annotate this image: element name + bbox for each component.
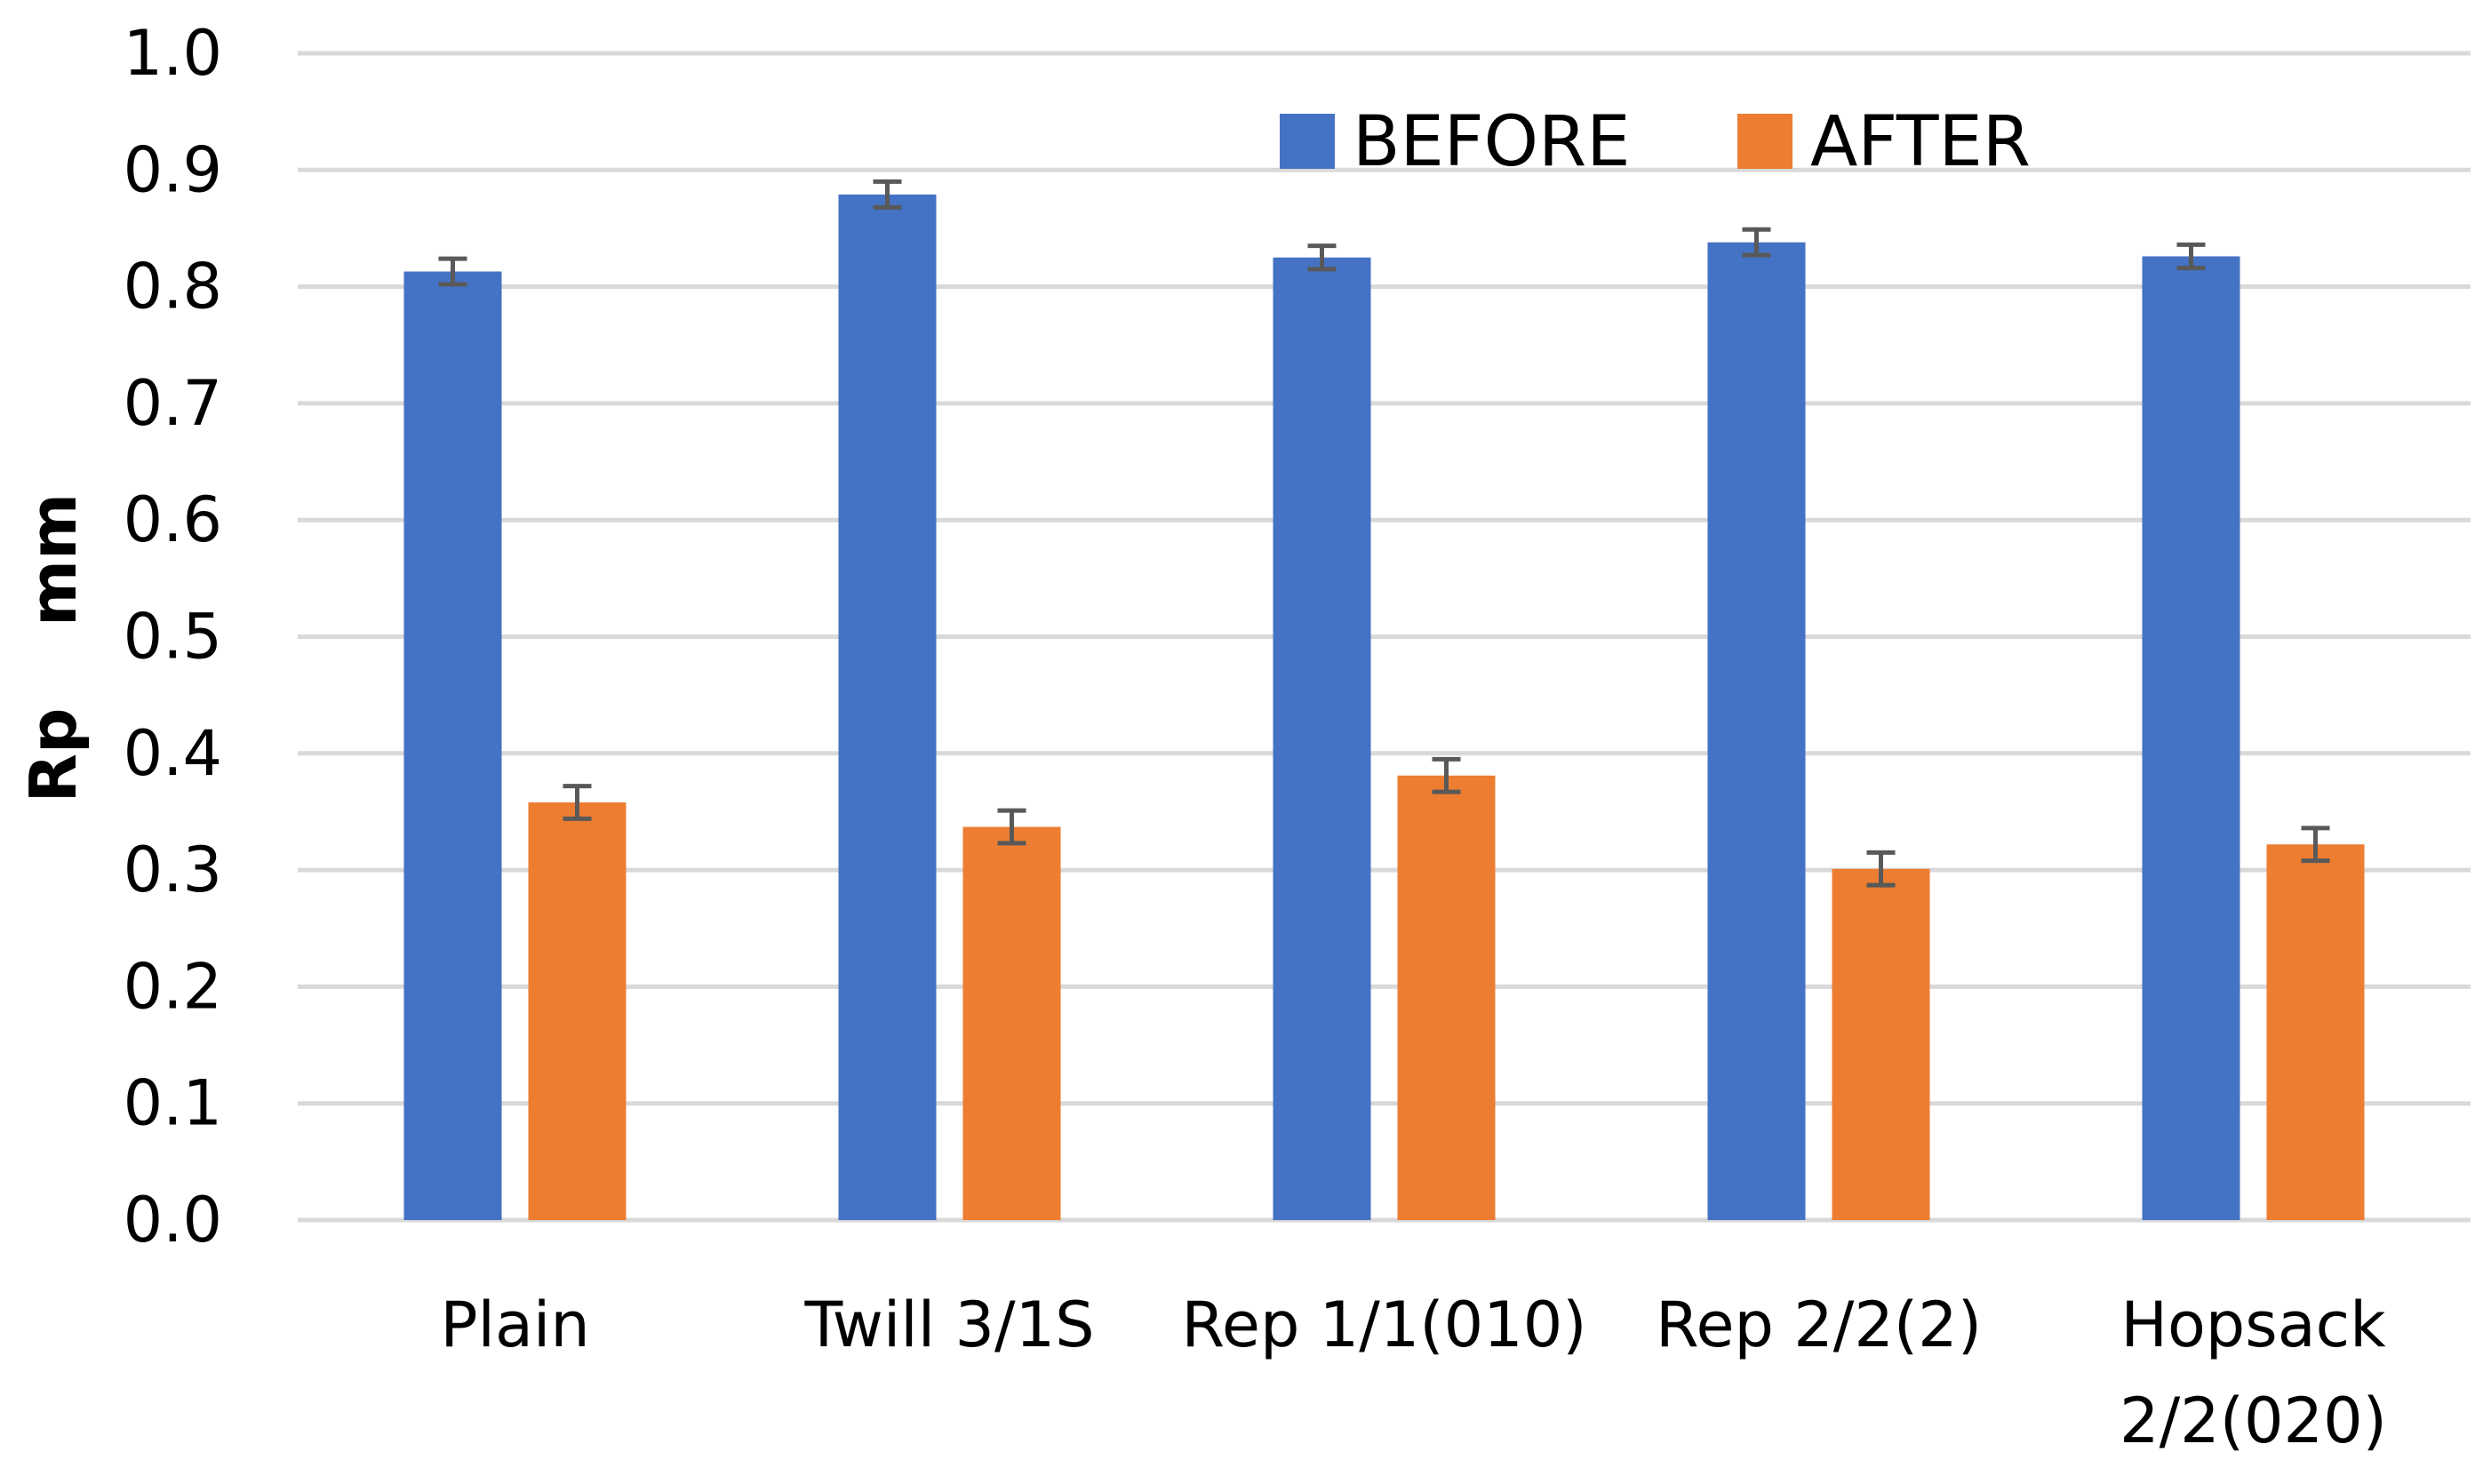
legend: BEFORE AFTER bbox=[1280, 102, 2031, 182]
y-tick-label: 0.2 bbox=[124, 950, 222, 1023]
bar-before bbox=[403, 271, 502, 1220]
bar-after bbox=[962, 826, 1061, 1220]
legend-swatch-before bbox=[1280, 114, 1335, 169]
y-tick-label: 0.7 bbox=[124, 367, 222, 440]
x-axis-categories: Plain Twill 3/1S Rep 1/1(010) Rep 2/2(2) Hop… bbox=[440, 1289, 2387, 1457]
x-category-label: Plain bbox=[440, 1289, 589, 1361]
x-category-label: Twill 3/1S bbox=[803, 1289, 1094, 1361]
legend-label-after: AFTER bbox=[1810, 102, 2031, 182]
y-tick-label: 0.3 bbox=[124, 834, 222, 906]
x-category-label: Rep 2/2(2) bbox=[1656, 1289, 1982, 1361]
x-category-label: Hopsack bbox=[2120, 1289, 2386, 1361]
x-category-label: Rep 1/1(010) bbox=[1181, 1289, 1586, 1361]
y-tick-label: 1.0 bbox=[124, 17, 222, 90]
bar-before bbox=[838, 194, 937, 1220]
y-axis-ticks: 0.0 0.1 0.2 0.3 0.4 0.5 0.6 0.7 0.8 0.9 1.0 bbox=[124, 17, 222, 1257]
y-tick-label: 0.1 bbox=[124, 1067, 222, 1140]
gridlines bbox=[298, 51, 2471, 1223]
legend-swatch-after bbox=[1737, 114, 1792, 169]
bar-before bbox=[2142, 256, 2240, 1220]
y-tick-label: 0.6 bbox=[124, 483, 222, 556]
bars bbox=[403, 194, 2365, 1220]
y-tick-label: 0.4 bbox=[124, 717, 222, 790]
bar-after bbox=[528, 802, 627, 1220]
bar-after bbox=[2266, 844, 2365, 1220]
y-axis-label-unit: mm bbox=[16, 493, 91, 626]
y-axis-label-quantity: Rp bbox=[16, 708, 91, 803]
bar-after bbox=[1832, 868, 1930, 1220]
y-tick-label: 0.0 bbox=[124, 1184, 222, 1257]
bar-after bbox=[1397, 775, 1496, 1220]
x-category-label: 2/2(020) bbox=[2120, 1384, 2387, 1457]
error-bars bbox=[438, 179, 2330, 888]
y-axis-label: Rp mm bbox=[16, 493, 91, 803]
y-tick-label: 0.8 bbox=[124, 251, 222, 323]
y-tick-label: 0.5 bbox=[124, 601, 222, 674]
y-tick-label: 0.9 bbox=[124, 133, 222, 206]
legend-label-before: BEFORE bbox=[1353, 102, 1631, 182]
bar-before bbox=[1707, 242, 1806, 1220]
bar-before bbox=[1273, 257, 1371, 1220]
